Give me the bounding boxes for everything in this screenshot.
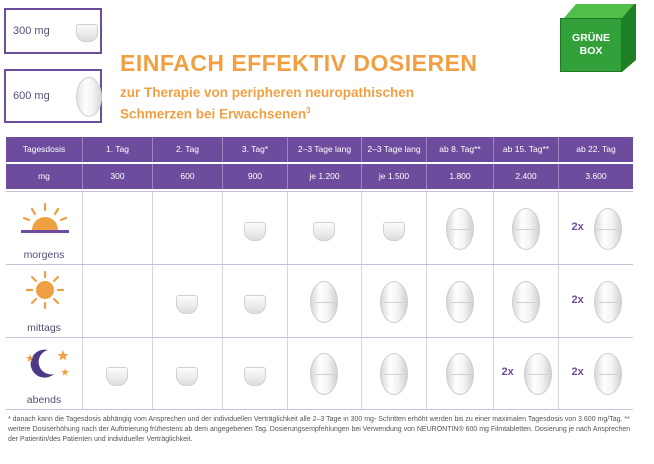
tablet-600mg-icon — [445, 207, 474, 250]
header-cell-header2-5: je 1.500 — [361, 164, 426, 189]
legend-600mg-label: 600 mg — [13, 90, 50, 102]
column-divider — [287, 192, 288, 264]
column-divider — [222, 192, 223, 264]
header-cell-header1-2: 2. Tag — [152, 137, 222, 162]
header-cell-header1-3: 3. Tag* — [222, 137, 287, 162]
column-divider — [152, 338, 153, 409]
multiplier-label: 2x — [571, 366, 584, 378]
column-divider — [493, 192, 494, 264]
header-cell-header2-2: 600 — [152, 164, 222, 189]
column-divider — [222, 338, 223, 409]
header-cell-header2-8: 3.600 — [558, 164, 633, 189]
tablet-600mg-icon — [593, 280, 622, 323]
header-cell-header2-3: 900 — [222, 164, 287, 189]
header-row-days: Tagesdosis 1. Tag 2. Tag 3. Tag* 2–3 Tage la… — [6, 137, 633, 162]
tablet-600mg-icon — [445, 353, 474, 395]
row-morgens: morgens 2x — [6, 191, 633, 264]
header-cell-header1-4: 2–3 Tage lang — [287, 137, 361, 162]
column-divider — [361, 192, 362, 264]
tablet-600mg-icon — [379, 353, 408, 395]
green-box-top — [564, 4, 634, 18]
row-abends: abends 2x 2x — [6, 337, 633, 409]
column-divider — [493, 265, 494, 337]
tablet-300mg-icon — [243, 294, 266, 314]
column-divider — [152, 265, 153, 337]
tablet-300mg-icon — [176, 367, 198, 386]
subtitle-line1: zur Therapie von peripheren neuropathisc… — [120, 85, 415, 100]
dosage-table: Tagesdosis 1. Tag 2. Tag 3. Tag* 2–3 Tage la… — [6, 137, 633, 410]
header-row-mg: mg 300 600 900 je 1.200 je 1.500 1.800 2.400 3.6… — [6, 164, 633, 189]
header-cell-header2-0: mg — [38, 171, 50, 181]
column-divider — [426, 338, 427, 409]
subtitle: zur Therapie von peripheren neuropathisc… — [120, 84, 414, 124]
header-cell-header1-0: Tagesdosis — [22, 144, 66, 154]
column-divider — [426, 265, 427, 337]
tablet-300mg-icon — [76, 24, 98, 42]
column-divider — [287, 265, 288, 337]
tablet-600mg-icon — [593, 207, 622, 250]
column-divider — [287, 338, 288, 409]
green-box-line2: BOX — [579, 45, 603, 57]
tablet-300mg-icon — [382, 221, 405, 241]
column-divider — [82, 265, 83, 337]
tablet-600mg-icon — [523, 353, 552, 395]
headline: EINFACH EFFEKTIV DOSIEREN — [120, 50, 478, 76]
header-cell-header2-7: 2.400 — [493, 164, 558, 189]
header-cell-header2-1: 300 — [82, 164, 152, 189]
subtitle-line2: Schmerzen bei Erwachsenen — [120, 106, 307, 122]
header-cell-header1-8: ab 22. Tag — [558, 137, 633, 162]
subtitle-sup: 3 — [306, 106, 311, 115]
row-label-mittags: mittags — [27, 322, 61, 334]
column-divider — [82, 338, 83, 409]
header-cell-header1-5: 2–3 Tage lang — [361, 137, 426, 162]
column-divider — [493, 338, 494, 409]
tablet-600mg-icon — [76, 77, 102, 117]
legend-300mg: 300 mg — [4, 8, 102, 54]
tablet-300mg-icon — [313, 221, 335, 241]
tablet-600mg-icon — [445, 280, 474, 323]
column-divider — [558, 338, 559, 409]
tablet-600mg-icon — [379, 280, 408, 323]
moon-stars-icon — [26, 349, 69, 378]
header-cell-header2-4: je 1.200 — [287, 164, 361, 189]
green-box-side — [622, 4, 636, 72]
header-cell-header1-6: ab 8. Tag** — [426, 137, 493, 162]
header-cell-header2-6: 1.800 — [426, 164, 493, 189]
row-mittags: mittags 2x — [6, 264, 633, 337]
sun-icon — [26, 271, 64, 309]
tablet-300mg-icon — [243, 367, 266, 386]
column-divider — [222, 265, 223, 337]
column-divider — [558, 192, 559, 264]
sunrise-icon — [21, 202, 69, 233]
multiplier-label: 2x — [571, 293, 584, 306]
green-box-line1: GRÜNE — [572, 32, 610, 44]
tablet-600mg-icon — [310, 353, 338, 395]
column-divider — [361, 265, 362, 337]
tablet-300mg-icon — [176, 294, 198, 314]
tablet-300mg-icon — [106, 367, 128, 386]
column-divider — [426, 192, 427, 264]
tablet-600mg-icon — [593, 353, 622, 395]
multiplier-label: 2x — [571, 220, 584, 233]
footnote: * danach kann die Tagesdosis abhängig vo… — [8, 416, 631, 443]
header-cell-header1-7: ab 15. Tag** — [493, 137, 558, 162]
green-box-logo: GRÜNE BOX — [560, 18, 622, 72]
multiplier-label: 2x — [501, 366, 514, 378]
row-label-morgens: morgens — [23, 249, 65, 261]
tablet-600mg-icon — [511, 207, 540, 250]
column-divider — [558, 265, 559, 337]
row-label-abends: abends — [26, 394, 62, 406]
column-divider — [152, 192, 153, 264]
tablet-600mg-icon — [511, 280, 540, 323]
header-cell-header1-1: 1. Tag — [82, 137, 152, 162]
column-divider — [361, 338, 362, 409]
tablet-600mg-icon — [310, 280, 338, 323]
legend-600mg: 600 mg — [4, 69, 102, 123]
legend-300mg-label: 300 mg — [13, 25, 50, 37]
column-divider — [82, 192, 83, 264]
table-bottom-border — [6, 409, 633, 410]
tablet-300mg-icon — [243, 221, 266, 241]
